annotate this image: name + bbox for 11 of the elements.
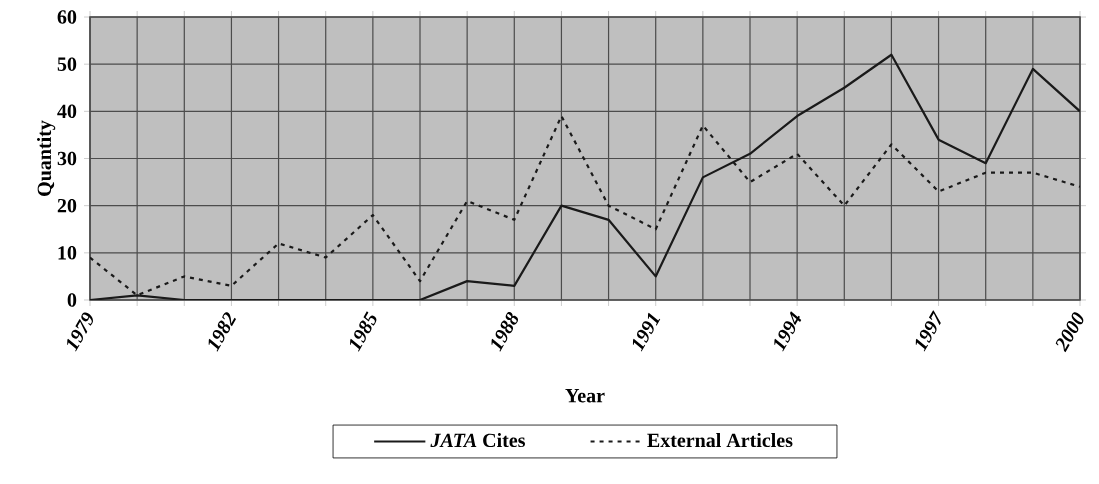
legend-label: External Articles (647, 433, 793, 448)
y-tick-label: 0 (67, 293, 77, 307)
y-tick-label: 20 (57, 198, 77, 213)
y-tick-label: 10 (58, 246, 77, 260)
y-axis-title: Quantity (37, 120, 56, 196)
y-tick-label: 30 (57, 151, 77, 166)
y-tick-label: 40 (57, 104, 77, 119)
y-tick-label: 60 (57, 10, 77, 24)
legend-label: JATA Cites (430, 433, 525, 448)
x-axis-title: Year (565, 389, 605, 403)
y-tick-label: 50 (57, 57, 77, 71)
